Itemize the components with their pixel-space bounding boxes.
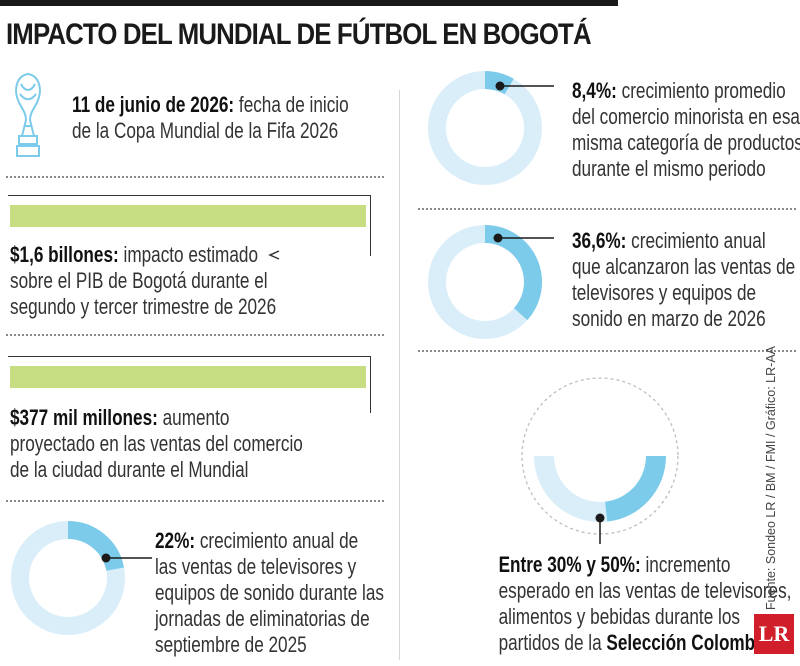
donut-chart-range	[521, 377, 679, 544]
fact-date-value: 11 de junio de 2026:	[72, 92, 235, 117]
donut-22-line-1: crecimiento anual de	[199, 528, 359, 553]
separator	[6, 176, 384, 178]
fact-pib-line-1: impacto estimado	[123, 242, 258, 267]
range-line-2: esperado en las ventas de televisores,	[498, 578, 792, 603]
fact-ventas-line-1: aumento	[162, 405, 230, 430]
fact-ventas-line-2: proyectado en las ventas del comercio	[10, 431, 303, 456]
range-line-4: partidos de la	[498, 630, 602, 655]
donut-36-6-text: 36,6%: crecimiento anual que alcanzaron …	[572, 228, 795, 332]
page-title: IMPACTO DEL MUNDIAL DE FÚTBOL EN BOGOTÁ	[6, 18, 592, 51]
donut-36-6-line-3: televisores y equipos de	[572, 280, 757, 305]
donut-8-4-line-2: del comercio minorista en esa	[572, 104, 800, 129]
donut-chart-8-4	[428, 71, 554, 185]
donut-36-6-line-2: que alcanzaron las ventas de	[572, 254, 796, 279]
donut-36-6-line-4: sonido en marzo de 2026	[572, 306, 766, 331]
range-value: Entre 30% y 50%:	[498, 552, 641, 577]
source-note: Fuente: Sondeo LR / BM / FMI / Gráfico: …	[764, 346, 778, 610]
fact-ventas-text: $377 mil millones: aumento proyectado en…	[10, 405, 303, 483]
donut-22-line-4: jornadas de eliminatorias de	[155, 606, 370, 631]
separator	[6, 500, 384, 502]
donut-8-4-marker	[495, 81, 505, 91]
separator	[6, 334, 384, 336]
donut-36-6-value: 36,6%:	[572, 228, 627, 253]
ventas-bracket	[8, 356, 371, 413]
donut-36-6-line-1: crecimiento anual	[631, 228, 766, 253]
donut-36-6-arc	[428, 225, 542, 339]
range-marker	[595, 513, 605, 523]
top-rule	[0, 0, 618, 6]
separator	[418, 350, 796, 352]
pib-bracket	[8, 195, 371, 256]
donut-22-leader-ext	[128, 557, 152, 559]
fact-ventas-line-3: de la ciudad durante el Mundial	[10, 457, 249, 482]
donut-22-text: 22%: crecimiento anual de las ventas de …	[155, 528, 384, 658]
pib-arrow-icon	[268, 250, 280, 260]
fact-date-line-1: fecha de inicio	[238, 92, 349, 117]
donut-chart-22	[11, 521, 128, 635]
fact-date-line-2: de la Copa Mundial de la Fifa 2026	[72, 118, 339, 143]
pib-bar	[10, 205, 366, 227]
column-divider	[399, 90, 400, 660]
range-lower-segment	[534, 456, 608, 522]
lr-logo: LR	[754, 614, 794, 654]
range-line-1: incremento	[645, 552, 731, 577]
fact-date-text: 11 de junio de 2026: fecha de inicio de …	[72, 92, 349, 144]
donut-22-marker	[101, 553, 111, 563]
separator	[418, 208, 796, 210]
donut-chart-36-6	[428, 225, 554, 339]
donut-22-line-5: septiembre de 2025	[155, 632, 307, 657]
donut-22-arc	[11, 521, 125, 635]
donut-8-4-arc	[428, 71, 542, 185]
range-line-4-bold: Selección Colombia	[606, 630, 770, 655]
fact-pib-value: $1,6 billones:	[10, 242, 119, 267]
range-line-3: alimentos y bebidas durante los	[498, 604, 740, 629]
range-text: Entre 30% y 50%: incremento esperado en …	[498, 552, 792, 656]
donut-8-4-line-1: crecimiento promedio	[621, 78, 786, 103]
donut-22-line-3: equipos de sonido durante las	[155, 580, 384, 605]
range-upper-segment	[605, 456, 666, 522]
donut-8-4-value: 8,4%:	[572, 78, 617, 103]
donut-36-6-marker	[493, 233, 503, 243]
donut-22-line-2: las ventas de televisores y	[155, 554, 357, 579]
fact-pib-line-2: sobre el PIB de Bogotá durante el	[10, 268, 268, 293]
donut-8-4-line-3: misma categoría de productos	[572, 130, 800, 155]
donut-8-4-track	[428, 71, 542, 185]
fact-ventas-value: $377 mil millones:	[10, 405, 158, 430]
world-cup-trophy-icon	[15, 72, 41, 157]
fact-pib-text: $1,6 billones: impacto estimado sobre el…	[10, 242, 276, 320]
ventas-bar	[10, 366, 366, 388]
donut-22-value: 22%:	[155, 528, 196, 553]
donut-8-4-text: 8,4%: crecimiento promedio del comercio …	[572, 78, 800, 182]
donut-8-4-line-4: durante el mismo periodo	[572, 156, 766, 181]
fact-pib-line-3: segundo y tercer trimestre de 2026	[10, 294, 277, 319]
